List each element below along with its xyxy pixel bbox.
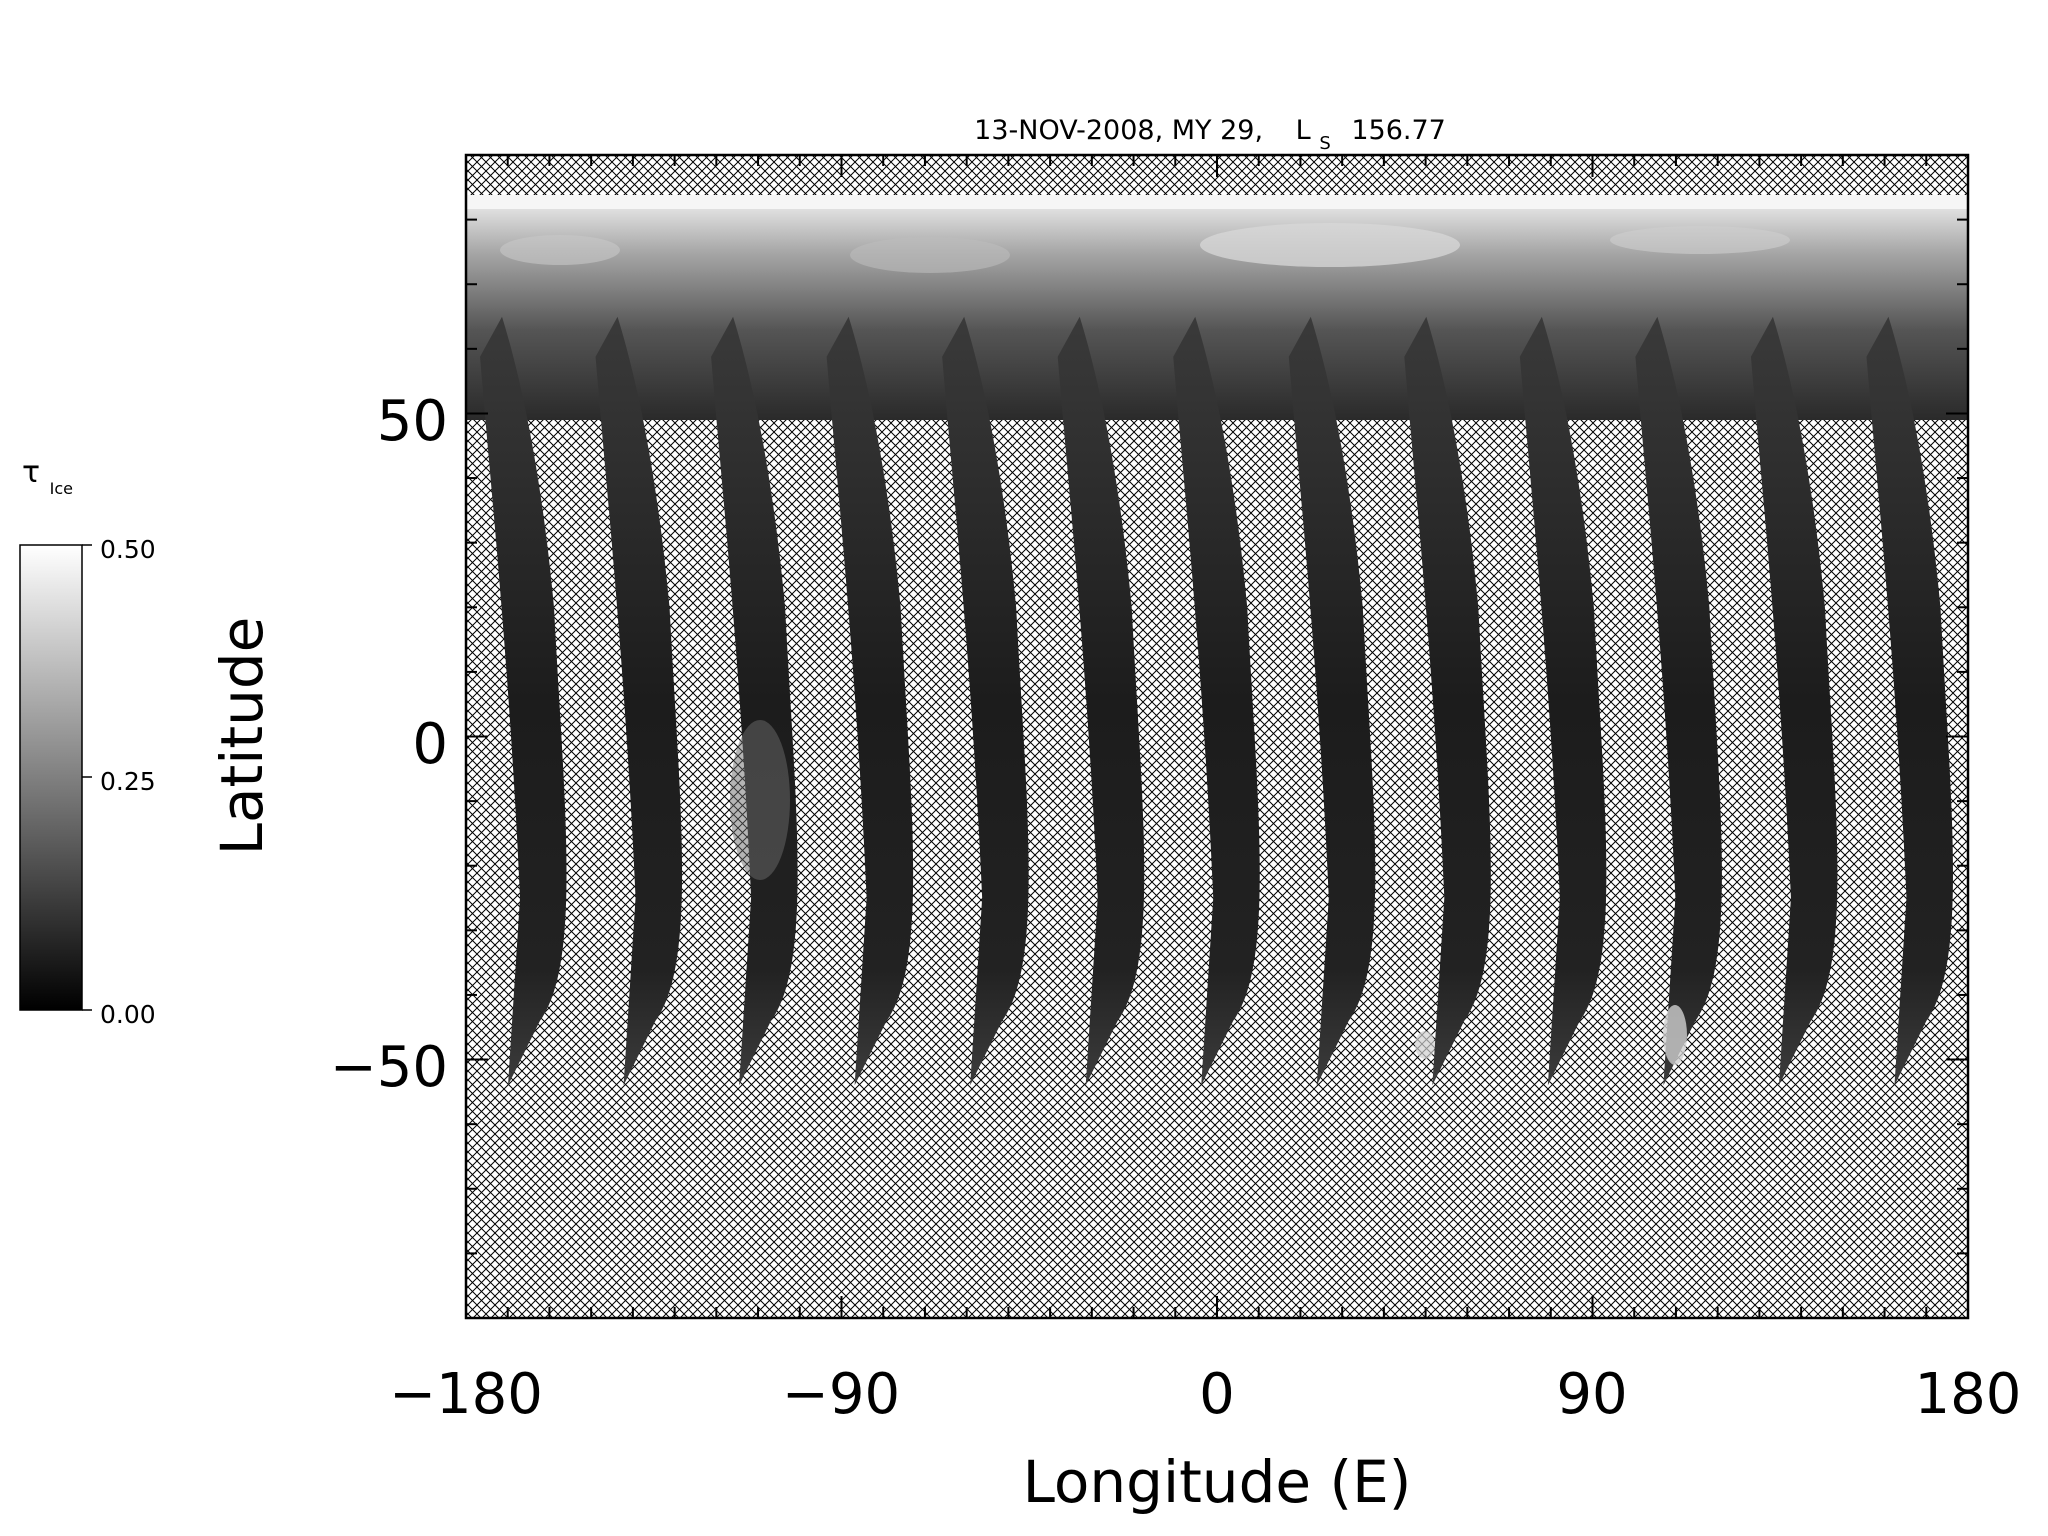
orbit-swath <box>1404 316 1491 1086</box>
orbit-swath <box>1866 316 1953 1086</box>
cloud-patch <box>1200 223 1460 267</box>
map-title: 13-NOV-2008, MY 29, L S 156.77 <box>974 115 1446 156</box>
orbit-swath <box>595 316 683 1086</box>
orbit-swath <box>1288 316 1376 1086</box>
y-tick-label-0: 0 <box>412 712 448 777</box>
x-tick-label-minus90: −90 <box>782 1362 900 1427</box>
orbit-swath <box>1635 316 1722 1086</box>
x-axis-label: Longitude (E) <box>1023 1448 1412 1516</box>
title-ls-value: 156.77 <box>1351 115 1445 146</box>
ice-opacity-data-layer <box>466 195 1968 1086</box>
orbit-swath <box>480 316 567 1086</box>
title-ls-subscript: S <box>1319 133 1330 154</box>
colorbar-tick-label-000: 0.00 <box>100 1000 156 1029</box>
cloud-patch <box>1415 1031 1435 1059</box>
orbit-swath <box>1173 316 1260 1086</box>
colorbar-label-subscript: Ice <box>50 479 73 498</box>
x-tick-label-90: 90 <box>1556 1362 1627 1427</box>
orbit-swath <box>826 316 914 1086</box>
orbit-swath <box>711 316 798 1086</box>
axis-ticks <box>465 154 1969 1319</box>
title-date: 13-NOV-2008, MY 29, <box>974 115 1263 146</box>
colorbar-tick-label-050: 0.50 <box>100 535 156 564</box>
x-tick-label-180: 180 <box>1915 1362 2022 1427</box>
title-ls-symbol: L <box>1296 115 1311 146</box>
cloud-patch <box>850 237 1010 273</box>
y-tick-label-50: 50 <box>377 389 448 454</box>
cloud-patch <box>730 720 790 880</box>
north-cap-bright-edge <box>466 195 1968 209</box>
orbit-swath <box>1750 316 1838 1086</box>
orbit-swath <box>942 316 1029 1086</box>
colorbar-label-symbol: τ <box>22 455 40 490</box>
orbit-swath <box>1057 316 1145 1086</box>
orbit-swath <box>1519 316 1607 1086</box>
cloud-patch <box>500 235 620 265</box>
colorbar-tick-label-025: 0.25 <box>100 767 156 796</box>
colorbar-label: τ Ice <box>22 455 73 498</box>
y-axis-label: Latitude <box>208 617 276 856</box>
cloud-patch <box>1663 1005 1687 1065</box>
colorbar-gradient <box>19 544 83 1011</box>
cloud-patch <box>1610 226 1790 254</box>
x-tick-label-0: 0 <box>1199 1362 1235 1427</box>
y-tick-label-minus50: −50 <box>330 1035 448 1100</box>
x-tick-label-minus180: −180 <box>389 1362 543 1427</box>
